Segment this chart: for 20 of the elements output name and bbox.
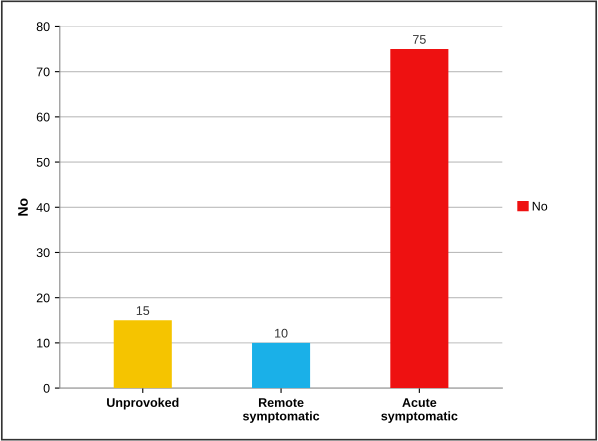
y-tick-label: 30: [36, 248, 50, 258]
bar: [390, 49, 448, 388]
data-label: 10: [275, 328, 288, 338]
x-tick-label: Remote symptomatic: [242, 398, 320, 423]
y-tick-label: 40: [36, 203, 50, 212]
y-tick-label: 60: [36, 112, 50, 122]
x-tick-label: Acute symptomatic: [381, 398, 458, 423]
data-label: 75: [413, 35, 426, 44]
y-tick-label: 80: [36, 22, 50, 32]
x-tick-label: Unprovoked: [107, 398, 178, 410]
y-tick-label: 10: [37, 338, 50, 348]
legend-label: No: [532, 202, 548, 211]
y-tick-label: 50: [36, 158, 50, 167]
y-tick-label: 70: [36, 67, 50, 76]
y-tick-label: 0: [44, 384, 50, 393]
data-label: 15: [136, 306, 150, 316]
bar: [114, 320, 172, 388]
y-tick-label: 20: [36, 293, 50, 302]
bar: [252, 342, 310, 388]
y-axis-title: No: [18, 198, 28, 216]
